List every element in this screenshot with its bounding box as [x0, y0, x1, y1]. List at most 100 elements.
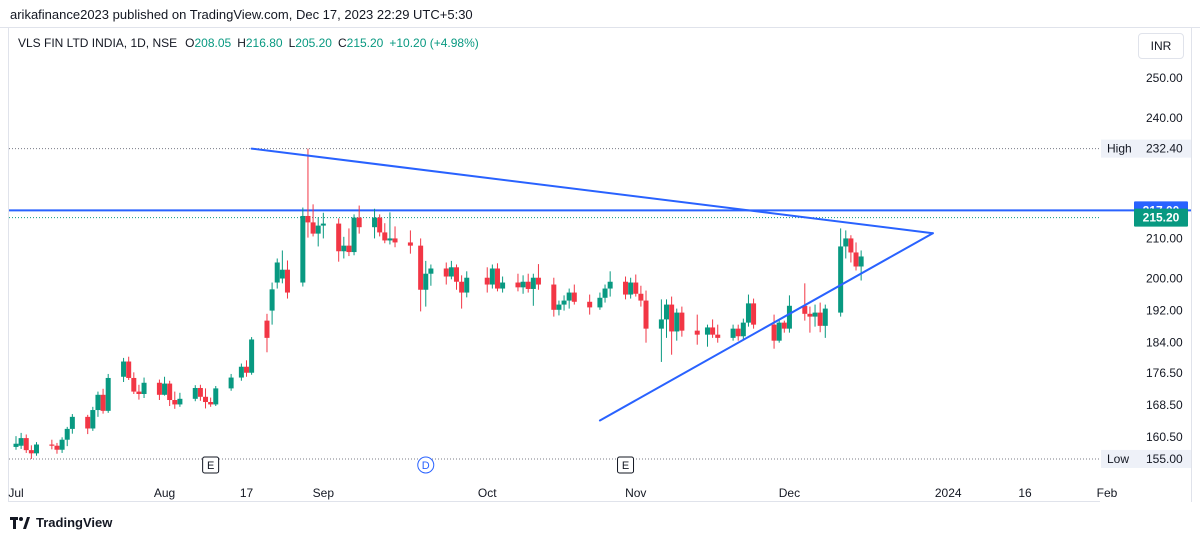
candle [23, 434, 29, 453]
candle-body [776, 322, 782, 341]
candle [305, 148, 311, 238]
candle [674, 308, 680, 341]
candle-body [177, 398, 183, 405]
candle [464, 271, 470, 298]
candle-body [18, 438, 24, 446]
candle [597, 292, 603, 310]
candle-body [121, 361, 127, 377]
candle-body [95, 394, 101, 411]
y-tick-label: 168.50 [1146, 398, 1183, 412]
candle-body [571, 292, 577, 302]
candle-body [597, 297, 603, 308]
candle-body [264, 320, 270, 338]
candle-body [638, 293, 644, 301]
currency-button[interactable]: INR [1138, 33, 1184, 59]
x-tick-label: 2024 [935, 486, 962, 500]
candle [520, 275, 526, 294]
candle-body [679, 312, 685, 331]
candle [679, 306, 685, 337]
candle-body [771, 324, 777, 341]
earnings-marker-label: E [622, 460, 629, 472]
candle-body [90, 410, 96, 429]
candle-body [628, 282, 634, 295]
candle-body [786, 305, 792, 329]
candle-body [336, 223, 342, 252]
candle [448, 260, 454, 280]
symbol-legend: VLS FIN LTD INDIA, 1D, NSE O208.05 H216.80… [18, 36, 485, 50]
candle [28, 445, 34, 459]
candle [838, 228, 844, 317]
candle-body [535, 277, 541, 285]
candle-body [351, 217, 357, 253]
candle [377, 214, 383, 237]
candle-body [817, 312, 823, 326]
candle [848, 235, 854, 263]
candle [69, 414, 75, 434]
candle-body [658, 319, 664, 329]
candle-body [715, 334, 721, 338]
candle-body [269, 289, 275, 311]
candle-body [300, 215, 306, 283]
candle-body [822, 308, 828, 326]
candle-body [669, 304, 675, 332]
candle [664, 299, 670, 338]
candle [843, 230, 849, 259]
y-tick-label: 240.00 [1146, 111, 1183, 125]
candle [95, 391, 101, 417]
candle [336, 218, 342, 262]
high-value: 216.80 [245, 36, 283, 50]
high-marker-label: High [1107, 142, 1132, 156]
candle [643, 290, 649, 343]
candle [730, 324, 736, 341]
candle [751, 298, 757, 329]
candle-body [853, 252, 859, 267]
candle [177, 392, 183, 407]
candle [858, 250, 864, 281]
candle-body [243, 366, 249, 373]
close-label: C [337, 36, 347, 50]
candle-body [704, 327, 710, 335]
candle [382, 223, 388, 244]
candle-body [418, 245, 424, 290]
candle-body [136, 391, 142, 395]
candle-body [284, 269, 290, 293]
candle [704, 324, 710, 347]
candle-body [453, 267, 459, 282]
candle-body [172, 400, 178, 405]
candle [745, 294, 751, 327]
low-label: L [288, 36, 296, 50]
candle [515, 273, 521, 292]
candle [812, 304, 818, 327]
candle [428, 264, 434, 286]
candle-body [407, 242, 413, 246]
candle [556, 300, 562, 316]
earnings-marker [202, 456, 220, 474]
candle [300, 207, 306, 287]
low-value: 205.20 [295, 36, 332, 50]
candle-body [848, 238, 854, 253]
candle-body [561, 300, 567, 305]
candle-body [49, 444, 55, 446]
tradingview-brand[interactable]: TradingView [10, 515, 112, 530]
candle-body [781, 322, 787, 329]
candle-body [843, 238, 849, 247]
candle-body [85, 416, 91, 429]
candle-body [162, 383, 168, 395]
candle [443, 262, 449, 285]
candle [489, 264, 495, 289]
x-tick-label: Sep [313, 486, 335, 500]
candle [33, 442, 39, 456]
candle [197, 384, 203, 401]
candle [54, 442, 60, 454]
candle [126, 356, 132, 380]
candle-body [141, 382, 147, 395]
candle-body [423, 273, 429, 290]
candle-body [530, 277, 536, 289]
candle [500, 276, 506, 293]
candle-body [500, 282, 506, 289]
candle-body [126, 361, 132, 378]
candle-body [320, 223, 326, 226]
candle-body [664, 304, 670, 320]
chart-frame [8, 28, 1192, 502]
